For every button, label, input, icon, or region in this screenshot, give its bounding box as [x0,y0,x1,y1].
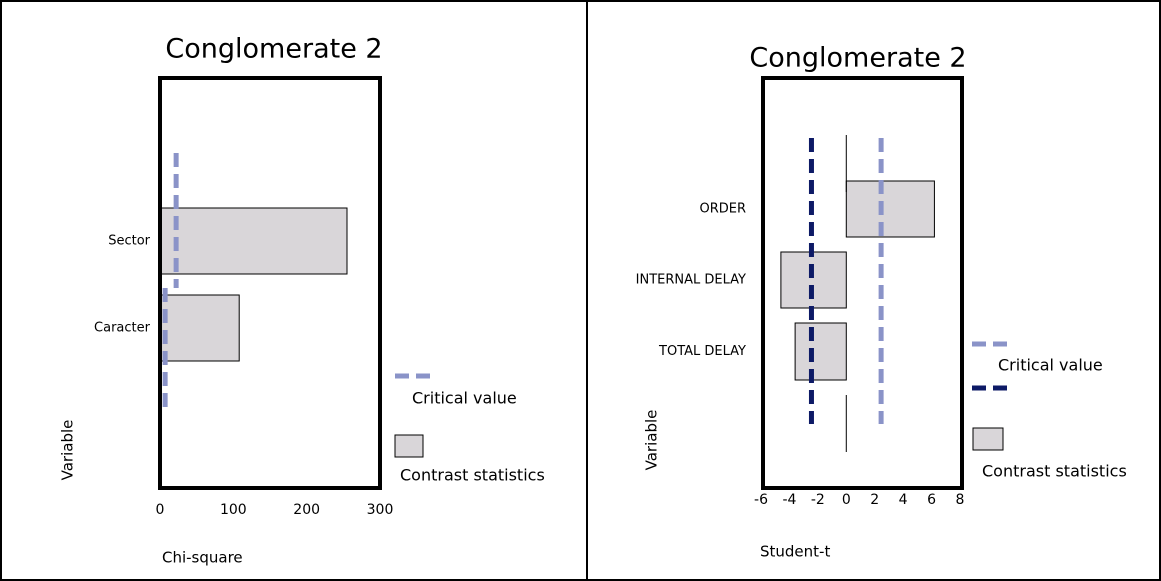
x-axis-label: Chi-square [162,549,243,567]
bar [780,251,847,309]
y-axis-label: Variable [59,420,77,481]
category-label: TOTAL DELAY [658,344,746,359]
chart-title: Conglomerate 2 [165,34,382,65]
legend-label: Critical value [998,356,1103,375]
x-tick-label: 0 [156,502,165,518]
x-tick-label: -6 [754,492,768,508]
legend-label: Contrast statistics [400,466,545,485]
category-label: ORDER [699,202,746,217]
bar [159,294,240,362]
x-tick-label: -2 [811,492,825,508]
bar [845,180,935,238]
plot-box [158,76,382,490]
legend-label: Critical value [412,389,517,408]
x-tick-label: 0 [842,492,851,508]
x-tick-label: 6 [927,492,936,508]
x-tick-label: 200 [293,502,320,518]
plot-box [761,76,964,490]
bar [794,322,847,381]
x-tick-label: 300 [367,502,394,518]
category-label: Caracter [94,321,151,336]
x-axis-label: Student-t [760,543,830,561]
x-tick-label: 2 [870,492,879,508]
category-label: INTERNAL DELAY [636,273,746,288]
chart-title: Conglomerate 2 [749,43,966,74]
legend-swatch [972,427,1004,451]
bar [159,207,348,275]
x-tick-label: 4 [899,492,908,508]
y-axis-label: Variable [643,410,661,471]
x-tick-label: 100 [220,502,247,518]
legend-swatch [394,434,424,458]
category-label: Sector [108,234,150,249]
x-tick-label: 8 [956,492,965,508]
x-tick-label: -4 [782,492,796,508]
legend-label: Contrast statistics [982,462,1127,481]
